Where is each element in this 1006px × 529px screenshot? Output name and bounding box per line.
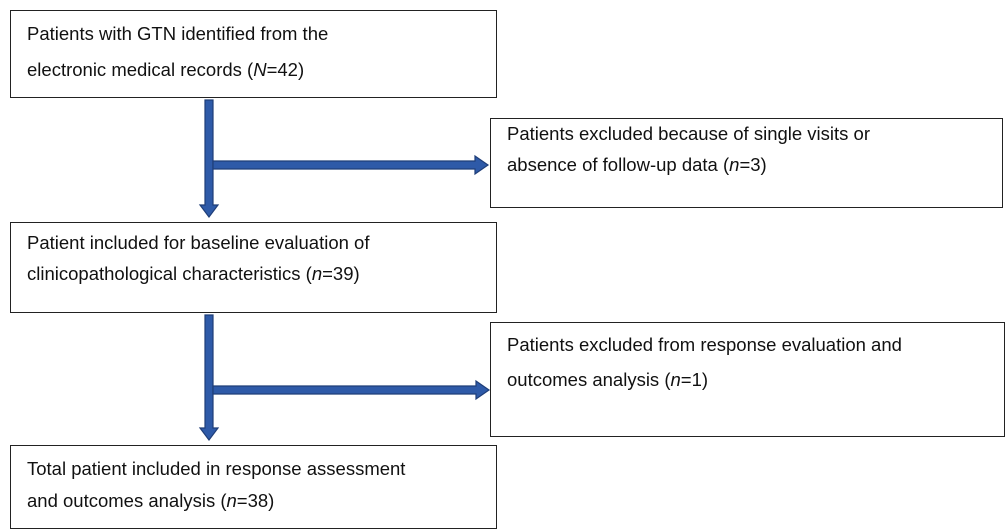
box-text: clinicopathological characteristics (n=3…: [27, 263, 360, 285]
box-text: Patients excluded from response evaluati…: [507, 334, 902, 356]
text: =3): [739, 154, 767, 175]
text: =38): [236, 490, 275, 511]
text: n: [729, 154, 740, 175]
box-text: and outcomes analysis (n=38): [27, 490, 274, 512]
text: Total patient included in response asses…: [27, 458, 406, 479]
box-text: outcomes analysis (n=1): [507, 369, 708, 391]
box-text: Total patient included in response asses…: [27, 458, 405, 480]
box-text: electronic medical records (N=42): [27, 59, 304, 81]
box-excluded-1: Patients excluded because of single visi…: [490, 118, 1003, 208]
arrow-down: [198, 314, 220, 441]
text: electronic medical records (: [27, 59, 254, 80]
text: =1): [680, 369, 709, 390]
text: N: [253, 59, 267, 80]
text: n: [226, 490, 237, 511]
arrow-right: [212, 154, 490, 176]
text: outcomes analysis (: [507, 369, 671, 390]
text: Patients excluded from response evaluati…: [507, 334, 902, 355]
text: n: [670, 369, 681, 390]
box-text: absence of follow-up data (n=3): [507, 154, 767, 176]
text: Patient included for baseline evaluation…: [27, 232, 370, 253]
text: and outcomes analysis (: [27, 490, 227, 511]
text: =42): [266, 59, 305, 80]
text: Patients excluded because of single visi…: [507, 123, 871, 144]
box-text: Patients with GTN identified from the: [27, 23, 328, 45]
text: clinicopathological characteristics (: [27, 263, 312, 284]
text: =39): [322, 263, 360, 284]
box-baseline: Patient included for baseline evaluation…: [10, 222, 497, 313]
box-excluded-2: Patients excluded from response evaluati…: [490, 322, 1005, 437]
box-text: Patients excluded because of single visi…: [507, 123, 870, 145]
box-total: Total patient included in response asses…: [10, 445, 497, 529]
box-text: Patient included for baseline evaluation…: [27, 232, 370, 254]
text: Patients with GTN identified from the: [27, 23, 329, 44]
text: n: [311, 263, 323, 284]
text: absence of follow-up data (: [507, 154, 730, 175]
arrow-right: [212, 379, 491, 401]
arrow-down: [198, 99, 220, 218]
box-identified: Patients with GTN identified from the el…: [10, 10, 497, 98]
